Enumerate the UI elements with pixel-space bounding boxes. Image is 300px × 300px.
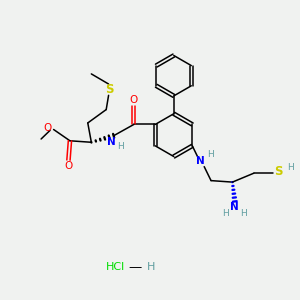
Text: H: H bbox=[288, 163, 294, 172]
Text: O: O bbox=[44, 123, 52, 133]
Text: H: H bbox=[240, 209, 247, 218]
Text: —: — bbox=[128, 261, 142, 274]
Text: H: H bbox=[117, 142, 124, 151]
Text: N: N bbox=[107, 137, 116, 147]
Text: O: O bbox=[64, 161, 73, 171]
Text: H: H bbox=[223, 209, 229, 218]
Text: HCl: HCl bbox=[106, 262, 125, 272]
Text: S: S bbox=[105, 83, 113, 96]
Text: N: N bbox=[230, 202, 239, 212]
Text: H: H bbox=[147, 262, 156, 272]
Text: N: N bbox=[196, 156, 205, 166]
Text: H: H bbox=[207, 150, 214, 159]
Text: O: O bbox=[130, 95, 138, 105]
Text: S: S bbox=[274, 165, 283, 178]
